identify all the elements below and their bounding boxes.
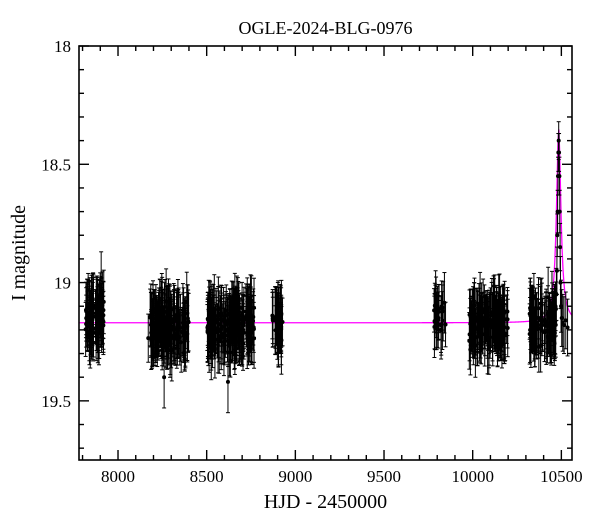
svg-text:8000: 8000: [101, 467, 135, 486]
svg-text:19: 19: [54, 274, 71, 293]
svg-text:10000: 10000: [451, 467, 494, 486]
x-axis-label: HJD - 2450000: [264, 491, 387, 512]
light-curve-chart: 8000 8500 9000 9500 10000 10500 18 18.5 19 19.5 OG…: [0, 0, 600, 512]
svg-text:18.5: 18.5: [41, 155, 71, 174]
chart-svg: 8000 8500 9000 9500 10000 10500 18 18.5 19 19.5 OG…: [0, 0, 600, 512]
y-axis-label: I magnitude: [8, 205, 30, 301]
svg-text:9500: 9500: [367, 467, 401, 486]
svg-text:19.5: 19.5: [41, 392, 71, 411]
svg-text:9000: 9000: [278, 467, 312, 486]
chart-title: OGLE-2024-BLG-0976: [239, 18, 413, 38]
svg-text:10500: 10500: [540, 467, 583, 486]
svg-text:8500: 8500: [190, 467, 224, 486]
svg-text:18: 18: [54, 37, 71, 56]
